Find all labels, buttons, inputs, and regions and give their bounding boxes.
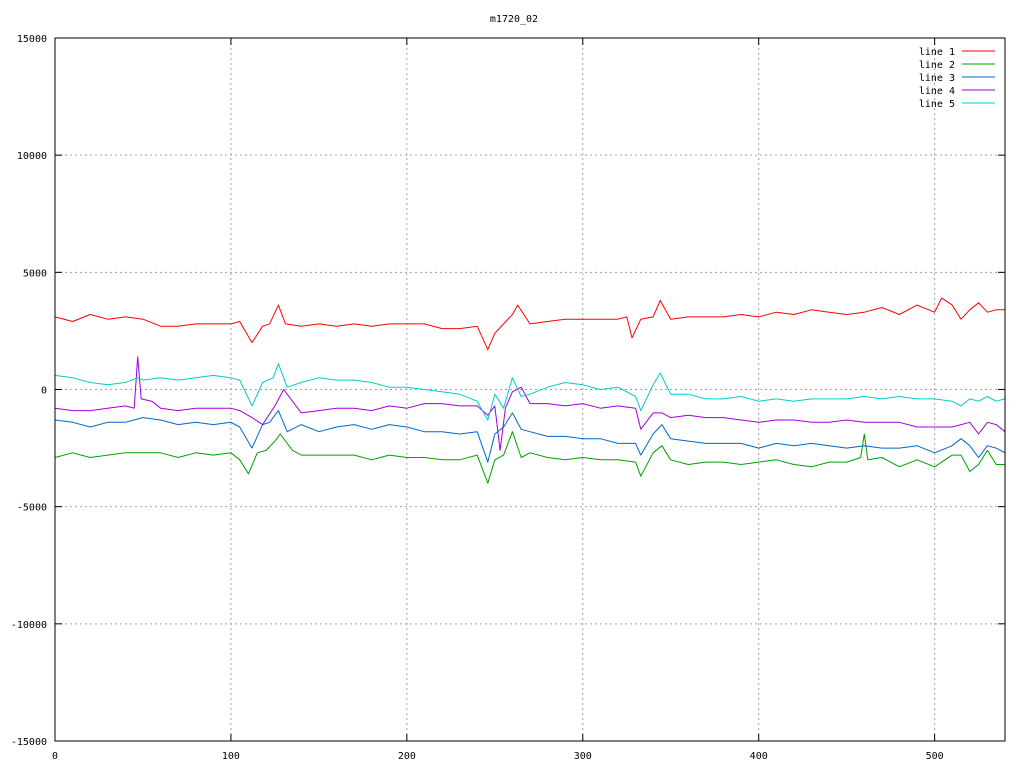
chart-title: m1720_02 — [490, 14, 538, 25]
x-tick-labels: 0 100 200 300 400 500 — [52, 751, 944, 762]
y-tick-label: -15000 — [11, 737, 47, 748]
legend-label-2: line 2 — [919, 60, 955, 71]
legend-label-4: line 4 — [919, 86, 955, 97]
series-line-5 — [54, 363, 1006, 421]
x-tick-label: 400 — [750, 751, 768, 762]
y-tick-label: -10000 — [11, 620, 47, 631]
plot-frame — [54, 37, 1006, 742]
y-tick-label: 0 — [41, 386, 47, 397]
x-tick-label: 500 — [926, 751, 944, 762]
y-tick-labels: -15000 -10000 -5000 0 5000 10000 15000 — [11, 34, 47, 748]
legend-label-3: line 3 — [919, 73, 955, 84]
series-lines — [54, 297, 1006, 484]
series-line-1 — [54, 297, 1005, 351]
x-tick-label: 0 — [52, 751, 58, 762]
y-tick-label: 5000 — [23, 268, 47, 279]
grid-lines — [55, 38, 1005, 741]
x-tick-label: 200 — [398, 751, 416, 762]
series-line-2 — [54, 431, 1005, 484]
y-tick-label: 10000 — [17, 151, 47, 162]
series-line-3 — [54, 410, 1006, 463]
legend-label-5: line 5 — [919, 99, 955, 110]
series-line-4 — [54, 356, 1006, 451]
legend-label-1: line 1 — [919, 47, 955, 58]
y-tick-label: 15000 — [17, 34, 47, 45]
x-tick-label: 300 — [574, 751, 592, 762]
axis-ticks — [54, 37, 1005, 742]
legend: line 1 line 2 line 3 line 4 line 5 — [919, 47, 995, 110]
y-tick-label: -5000 — [17, 503, 47, 514]
x-tick-label: 100 — [222, 751, 240, 762]
